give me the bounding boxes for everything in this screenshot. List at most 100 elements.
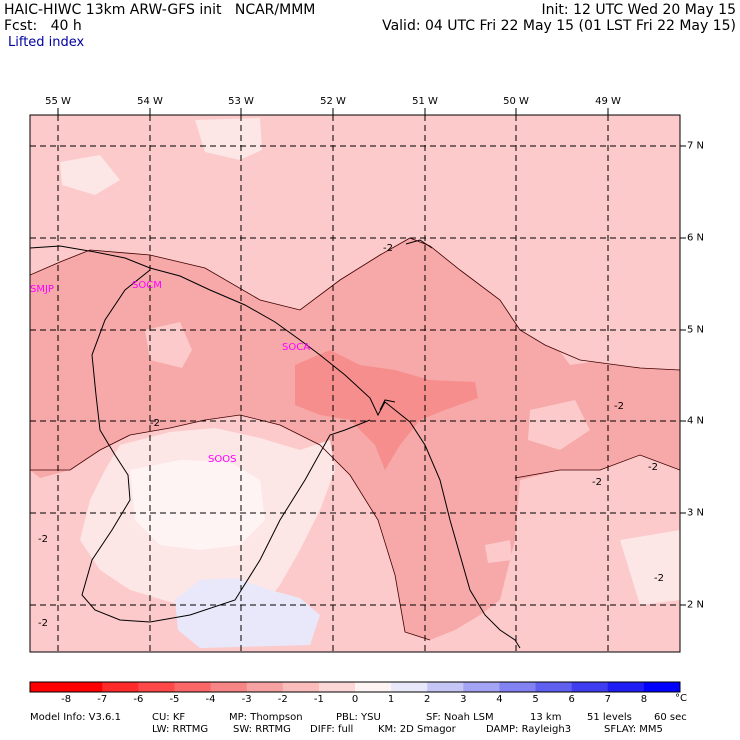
init-time: Init: 12 UTC Wed 20 May 15 (541, 2, 736, 18)
footer-sw: SW: RRTMG (233, 724, 291, 735)
footer-mp: MP: Thompson (229, 712, 303, 723)
colorbar-frame (29, 681, 681, 693)
valid-time: Valid: 04 UTC Fri 22 May 15 (01 LST Fri … (382, 18, 736, 34)
lon-label: 49 W (595, 96, 621, 107)
lon-label: 51 W (412, 96, 438, 107)
field-pocket (620, 530, 680, 605)
footer-diff: DIFF: full (310, 724, 354, 735)
latlon-grid (30, 115, 680, 652)
colorbar-bin (499, 682, 537, 692)
field-patch-light (195, 118, 262, 160)
lon-label: 52 W (320, 96, 346, 107)
colorbar-bin (643, 682, 681, 692)
colorbar-bin (246, 682, 284, 692)
colorbar-bin (463, 682, 500, 692)
field-core-minus4 (295, 350, 478, 470)
axis-ticks (57, 108, 686, 606)
coastline (30, 245, 521, 649)
colorbar-tick-label: -7 (97, 694, 108, 705)
lat-label: 2 N (687, 599, 705, 611)
colorbar-tick-label: 1 (387, 694, 395, 705)
forecast-hour: Fcst: 40 h (4, 18, 82, 34)
contour-label: -2 (648, 462, 658, 473)
colorbar-bin (535, 682, 573, 692)
footer-pbl: PBL: YSU (336, 712, 381, 723)
station-label-soca: SOCA (282, 342, 310, 353)
colorbar-tick-label: -6 (133, 694, 144, 705)
colorbar-bin (355, 682, 392, 692)
colorbar-tick-label: 3 (460, 694, 467, 705)
contour-label: -2 (38, 618, 48, 629)
lat-label: 6 N (687, 232, 705, 244)
field-pocket (30, 560, 90, 640)
colorbar-tick-label: -1 (313, 694, 324, 705)
footer-resolution: 13 km (530, 712, 562, 723)
colorbar-bin (607, 682, 645, 692)
station-label-soos: SOOS (208, 454, 236, 465)
field-patch-light (60, 155, 120, 195)
colorbar-bin (30, 682, 67, 692)
field-pocket (485, 540, 512, 563)
contour-label: -2 (383, 243, 393, 254)
colorbar-bin (138, 682, 175, 692)
colorbar-bin (282, 682, 320, 692)
lon-label: 50 W (503, 96, 529, 107)
field-pocket (528, 400, 590, 450)
colorbar-bin (427, 682, 464, 692)
contour-label: -2 (614, 401, 624, 412)
footer-sflay: SFLAY: MM5 (604, 724, 663, 735)
field-pocket (340, 580, 368, 608)
station-label-smjp: SMJP (30, 284, 54, 295)
colorbar-bin (391, 682, 428, 692)
border-west (81, 269, 371, 623)
colorbar-bin (66, 682, 103, 692)
contour-label: -2 (150, 418, 160, 429)
station-label-socm: SOCM (132, 280, 162, 291)
colorbar-tick-label: -8 (61, 694, 72, 705)
colorbar-bin (174, 682, 212, 692)
lon-label: 55 W (45, 96, 71, 107)
colorbar-tick-label: 8 (640, 694, 648, 705)
contour-label: -2 (592, 477, 602, 488)
lat-label: 7 N (687, 140, 705, 152)
colorbar-tick-label: 0 (351, 694, 359, 705)
colorbar-tick-label: 2 (424, 694, 431, 705)
colorbar-bin (571, 682, 609, 692)
field-pocket (145, 322, 192, 368)
map-frame (29, 114, 681, 653)
footer-damp: DAMP: Rayleigh3 (486, 724, 572, 735)
field-name: Lifted index (8, 35, 85, 50)
colorbar-bin (102, 682, 139, 692)
footer-sf: SF: Noah LSM (426, 712, 494, 723)
colorbar-tick-label: -4 (205, 694, 216, 705)
footer-km: KM: 2D Smagor (378, 724, 456, 735)
colorbar-tick-label: 4 (496, 694, 503, 705)
field-pocket (555, 340, 605, 365)
contour-label: -2 (654, 573, 664, 584)
colorbar-unit: °C (675, 693, 687, 704)
colorbar-tick-label: 5 (532, 694, 539, 705)
colorbar-tick-label: -3 (241, 694, 252, 705)
field-interior-lightest (130, 460, 265, 550)
lat-label: 4 N (687, 415, 705, 427)
lat-label: 3 N (687, 507, 705, 519)
lon-label: 54 W (137, 96, 163, 107)
footer-levels: 51 levels (587, 712, 632, 723)
footer-cu: CU: KF (152, 712, 186, 723)
lon-label: 53 W (228, 96, 254, 107)
footer-lw: LW: RRTMG (152, 724, 209, 735)
colorbar-tick-label: -5 (169, 694, 180, 705)
colorbar-bin (318, 682, 356, 692)
lat-label: 5 N (687, 324, 705, 336)
coast-cape (379, 399, 396, 411)
model-title: HAIC-HIWC 13km ARW-GFS init NCAR/MMM (4, 2, 316, 18)
colorbar-tick-label: 6 (568, 694, 575, 705)
colorbar-bin (210, 682, 248, 692)
colorbar (29, 681, 681, 693)
colorbar-tick-label: 7 (604, 694, 611, 705)
contour-label: -2 (38, 534, 48, 545)
field-band-minus3 (30, 238, 680, 640)
contours-minus2 (30, 237, 680, 641)
colorbar-tick-label: -2 (277, 694, 288, 705)
